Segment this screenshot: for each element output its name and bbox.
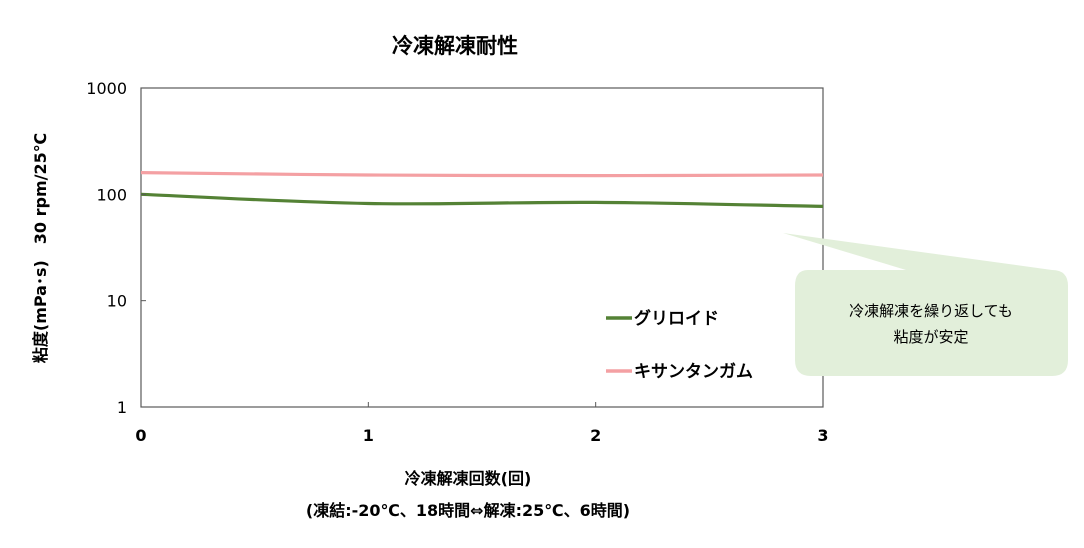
x-tick-label: 0: [135, 426, 146, 445]
callout-bubble: [783, 233, 1068, 376]
legend-label-xanthan: キサンタンガム: [634, 362, 753, 382]
y-tick-label: 1000: [86, 79, 127, 98]
x-tick-label: 1: [363, 426, 374, 445]
x-tick-label: 2: [590, 426, 601, 445]
x-tick-label: 3: [817, 426, 828, 445]
legend-label-gurilloid: グリロイド: [634, 308, 719, 329]
chart-title: 冷凍解凍耐性: [392, 34, 518, 58]
plot-area: [140, 87, 824, 408]
x-axis-sublabel: (凍結:-20℃、18時間⇔解凍:25℃、6時間): [306, 501, 630, 520]
series-layer: [140, 171, 824, 208]
callout-line-2: 粘度が安定: [893, 328, 968, 346]
y-axis-label: 粘度(mPa･s) 30 rpm/25℃: [31, 133, 50, 363]
series-line-0: [140, 192, 824, 208]
y-tick-label: 1: [117, 398, 127, 417]
x-axis: 0 1 2 3: [135, 402, 829, 445]
callout: 冷凍解凍を繰り返しても 粘度が安定: [783, 233, 1068, 376]
y-axis: 1 10 100 1000: [86, 79, 146, 417]
y-tick-label: 100: [96, 185, 127, 204]
x-axis-label: 冷凍解凍回数(回): [405, 469, 532, 488]
callout-line-1: 冷凍解凍を繰り返しても: [849, 302, 1013, 320]
y-tick-label: 10: [107, 292, 127, 311]
series-line-1: [140, 171, 824, 178]
legend: グリロイド キサンタンガム: [606, 308, 753, 382]
